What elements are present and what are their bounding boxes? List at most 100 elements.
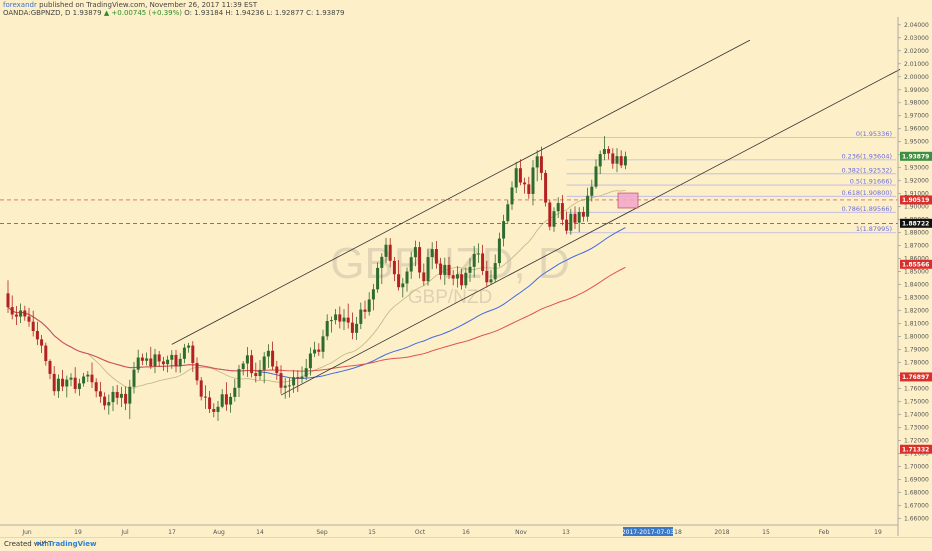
candle-body	[430, 249, 434, 258]
candle-body	[279, 373, 283, 388]
price-tick-label: 1.96000	[904, 126, 929, 133]
time-tick-label: Feb	[819, 529, 830, 536]
candle-body	[573, 213, 577, 223]
candle-body	[73, 377, 77, 389]
candle-body	[132, 369, 136, 387]
candle-body	[40, 339, 44, 346]
price-badge	[900, 218, 932, 228]
time-tick-label: 17	[168, 529, 176, 536]
price-tick-label: 1.76000	[904, 386, 929, 393]
channel-lower-line	[280, 68, 901, 396]
indicators	[7, 189, 626, 389]
candle-body	[157, 354, 161, 362]
price-badge	[900, 444, 932, 454]
candle-body	[565, 219, 569, 231]
candle-body	[531, 167, 535, 194]
candle-body	[317, 349, 321, 352]
candle-body	[262, 356, 266, 370]
candle-body	[241, 363, 245, 370]
fib-label: 0.236(1.93604)	[841, 152, 892, 160]
candle-body	[447, 264, 451, 276]
price-badge-label: 1.93879	[902, 153, 929, 160]
candle-body	[31, 321, 35, 332]
candle-body	[27, 316, 31, 322]
candle-body	[111, 391, 115, 403]
candle-body	[489, 279, 493, 283]
time-axis[interactable]: Jun 19 Jul 17 Aug 14 Sep 15 Oct 16 Nov 13 2017-2017-…	[0, 524, 898, 536]
candle-body	[304, 368, 308, 377]
candle-body	[392, 260, 396, 275]
candle-body	[216, 406, 220, 412]
candle-body	[52, 373, 56, 392]
candle-body	[229, 396, 233, 405]
time-tick-label: Nov	[515, 529, 527, 536]
price-tick-label: 1.68000	[904, 490, 929, 497]
moving-average-line	[7, 266, 626, 372]
candle-body	[401, 283, 405, 288]
price-tick-label: 2.01000	[904, 61, 929, 68]
time-tick-label: Jul	[120, 529, 129, 536]
candle-body	[535, 156, 539, 168]
candle-body	[325, 321, 329, 337]
price-tick-label: 1.83000	[904, 295, 929, 302]
candle-body	[275, 366, 279, 374]
time-tick-label: Aug	[213, 529, 225, 536]
candle-body	[170, 354, 174, 360]
candle-body	[615, 156, 619, 164]
footer: Created with TradingView	[0, 537, 932, 551]
candle-body	[199, 380, 203, 397]
candle-body	[287, 385, 291, 387]
candle-body	[367, 299, 371, 312]
price-badge	[900, 195, 932, 205]
price-tick-label: 2.02000	[904, 48, 929, 55]
price-badge	[900, 372, 932, 382]
price-tick-label: 1.79000	[904, 347, 929, 354]
drawings[interactable]	[0, 39, 901, 396]
candle-body	[384, 244, 388, 257]
candle-body	[455, 274, 459, 279]
moving-average-line	[7, 189, 626, 389]
candle-body	[338, 314, 342, 322]
symbol-line-prefix: OANDA:GBPNZD, D 1.93879	[3, 9, 104, 17]
time-tick-label: 18	[674, 529, 682, 536]
price-badge	[900, 259, 932, 269]
candle-body	[98, 391, 102, 397]
change-value: ▲ +0.00745 (+0.39%)	[103, 9, 183, 17]
price-tick-label: 1.70000	[904, 464, 929, 471]
publish-line: forexandr published on TradingView.com, …	[3, 1, 257, 9]
candle-body	[493, 263, 497, 280]
fib-retracement[interactable]: 0(1.95336) 0.236(1.93604) 0.382(1.92532) 0.…	[566, 130, 896, 233]
candle-body	[23, 310, 27, 317]
candle-body	[140, 357, 144, 361]
candle-body	[598, 154, 602, 167]
candle-body	[350, 322, 354, 333]
candle-body	[434, 249, 438, 264]
tradingview-brand[interactable]: TradingView	[48, 540, 97, 548]
price-badge-label: 1.76897	[902, 374, 929, 381]
candle-body	[145, 358, 149, 361]
candle-body	[405, 271, 409, 284]
candle-body	[10, 307, 14, 315]
candle-body	[266, 350, 270, 357]
candle-body	[61, 378, 65, 387]
price-axis[interactable]: 2.04000 2.03000 2.02000 2.01000 2.00000 1.990…	[897, 17, 932, 536]
price-tick-label: 1.93000	[904, 165, 929, 172]
author-link[interactable]: forexandr	[3, 1, 37, 9]
candle-body	[472, 253, 476, 267]
candles	[6, 136, 627, 421]
tradingview-logo-icon	[35, 540, 45, 547]
price-tick-label: 1.87000	[904, 243, 929, 250]
candle-body	[577, 212, 581, 223]
crosshair-date-badge	[623, 527, 673, 536]
candle-body	[237, 369, 241, 388]
candle-body	[119, 393, 123, 398]
candle-body	[321, 336, 325, 352]
candle-body	[485, 271, 489, 283]
price-tick-label: 1.67000	[904, 503, 929, 510]
fib-label: 0.382(1.92532)	[841, 166, 892, 174]
price-tick-label: 1.71000	[904, 451, 929, 458]
time-tick-label: 2018	[714, 529, 729, 536]
price-tick-label: 1.75000	[904, 399, 929, 406]
candle-body	[506, 204, 510, 222]
